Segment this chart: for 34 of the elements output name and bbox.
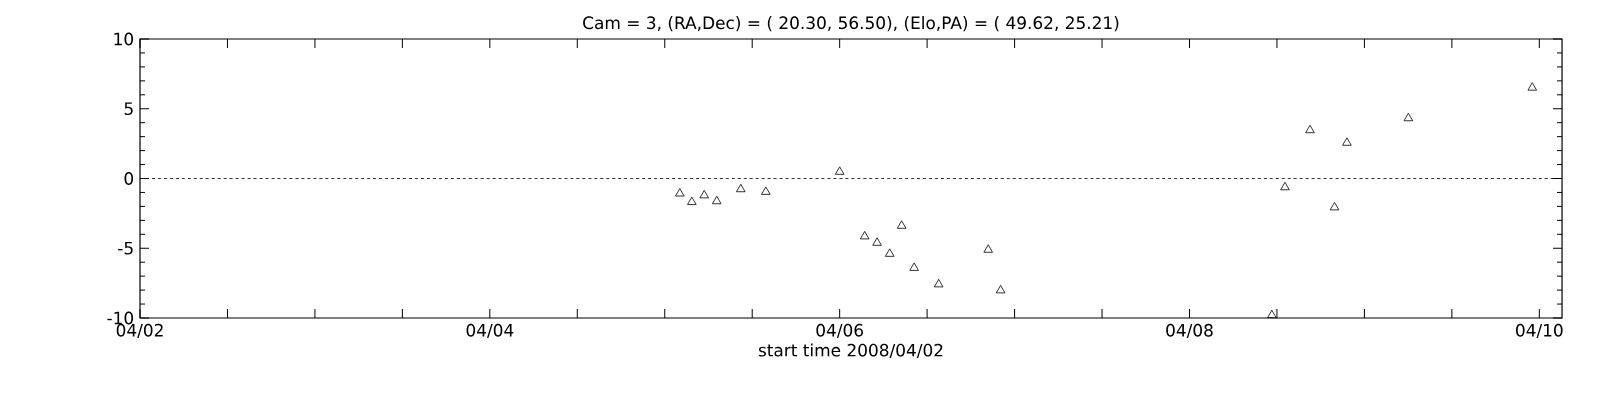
- point: [909, 262, 919, 271]
- point: [1305, 124, 1315, 134]
- point: [884, 248, 895, 257]
- point: [761, 186, 771, 195]
- x-axis-title: start time 2008/04/02: [758, 343, 943, 358]
- point: [1267, 309, 1277, 319]
- point: [834, 166, 845, 175]
- point: [995, 284, 1006, 294]
- x-tick-label: 04/02: [116, 323, 163, 338]
- x-tick-label: 04/06: [816, 323, 863, 338]
- point: [933, 278, 944, 288]
- y-tick-label: -5: [118, 241, 133, 255]
- point: [1280, 181, 1290, 191]
- point: [1527, 82, 1538, 91]
- point: [983, 244, 993, 253]
- point: [1342, 137, 1352, 146]
- point: [1329, 201, 1340, 211]
- point: [675, 188, 685, 197]
- point: [896, 220, 907, 229]
- chart-title: Cam = 3, (RA,Dec) = ( 20.30, 56.50), (Elo,PA) = ( 49.62, 25.21): [583, 16, 1119, 32]
- x-tick-label: 04/10: [1516, 323, 1563, 338]
- point: [1403, 112, 1414, 122]
- y-tick-label: 10: [114, 32, 134, 46]
- x-tick-label: 04/08: [1166, 323, 1213, 338]
- point: [712, 195, 722, 205]
- point: [859, 230, 870, 240]
- y-tick-label: -10: [107, 311, 134, 325]
- point: [687, 196, 697, 205]
- point: [736, 183, 746, 193]
- point: [699, 189, 709, 199]
- y-tick-label: 0: [124, 172, 134, 185]
- x-tick-label: 04/04: [466, 323, 514, 338]
- point: [872, 237, 882, 246]
- y-tick-label: 5: [124, 102, 133, 116]
